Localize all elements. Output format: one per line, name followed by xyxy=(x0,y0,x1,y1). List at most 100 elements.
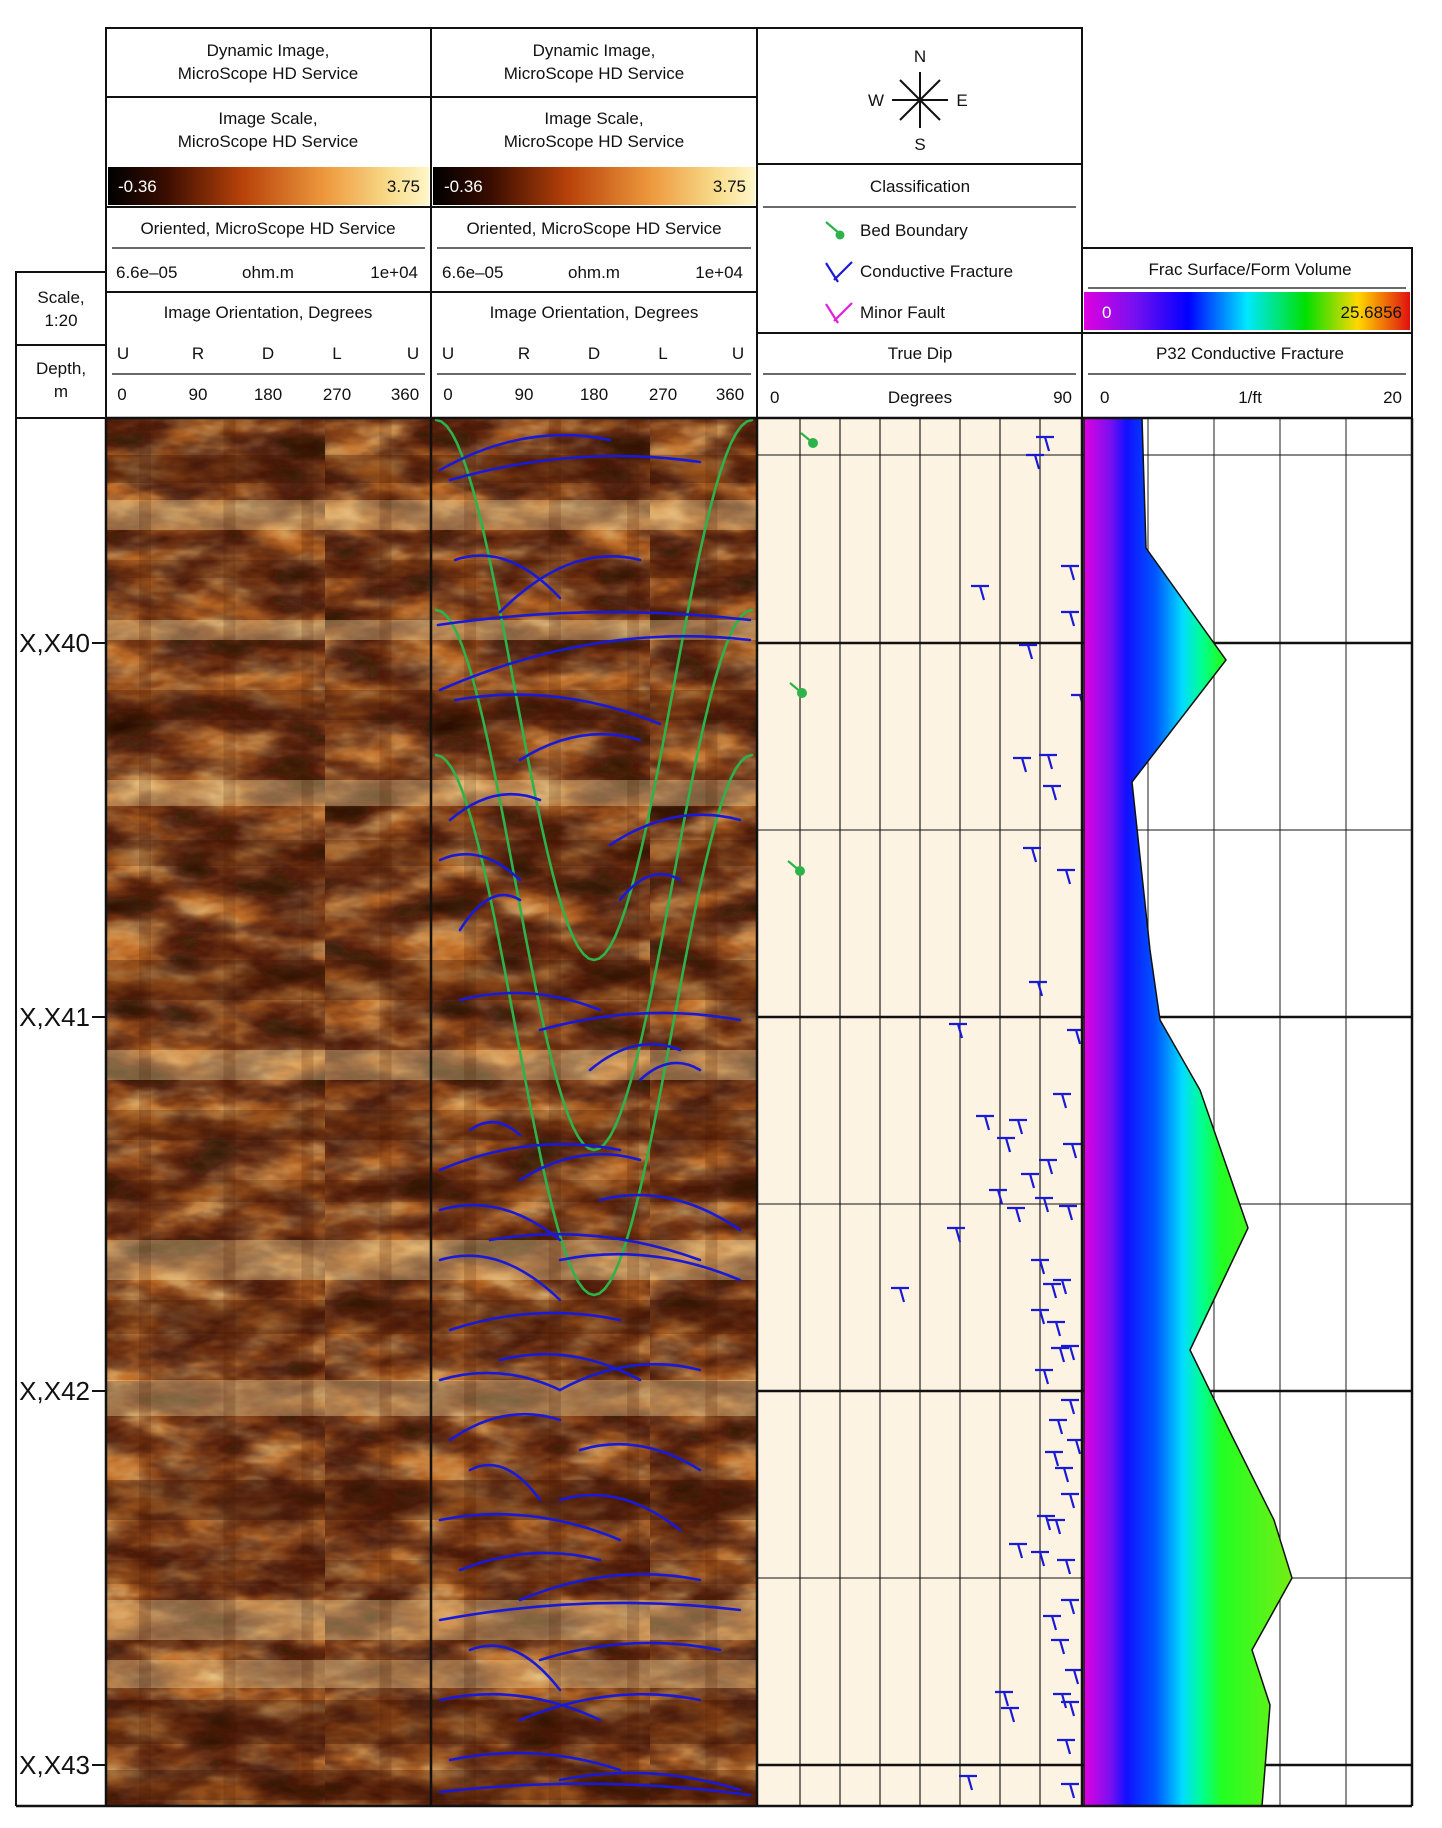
res-unit: ohm.m xyxy=(242,263,294,282)
conductive-fracture-tadpole xyxy=(1043,1282,1061,1299)
header-thin-lines xyxy=(112,206,1406,375)
tadpole-tail xyxy=(1046,754,1054,770)
res-min: 6.6e–05 xyxy=(116,263,177,282)
compass-w: W xyxy=(868,91,884,110)
depth-label-x42: X,X42 xyxy=(19,1376,90,1406)
tadpole-tail xyxy=(1068,1493,1076,1509)
conductive-fracture-tadpole xyxy=(1021,1172,1039,1189)
conductive-fracture-tadpole xyxy=(1036,435,1054,452)
legend-label: Minor Fault xyxy=(860,303,945,322)
tadpole-tail xyxy=(1068,1399,1076,1415)
orientation-title: Image Orientation, Degrees xyxy=(490,303,699,322)
dip-grid xyxy=(757,418,1082,1806)
conductive-fracture-tadpole xyxy=(1035,1196,1053,1213)
tadpole-tail xyxy=(1028,1173,1036,1189)
res-max: 1e+04 xyxy=(695,263,743,282)
tadpole-head xyxy=(808,438,818,448)
tadpole-head xyxy=(795,866,805,876)
tadpole-tail xyxy=(1026,644,1034,660)
tadpole-tail xyxy=(1014,1207,1022,1223)
scale-label: Scale, xyxy=(37,288,84,307)
compass-rose-icon: N S W E xyxy=(868,47,968,154)
tadpole-tail xyxy=(1060,1279,1068,1295)
tadpole-tail xyxy=(1042,1197,1050,1213)
compass-e: E xyxy=(956,91,967,110)
tadpole-tail xyxy=(1038,1551,1046,1567)
p32-track-header: Frac Surface/Form Volume 0 25.6856 P32 C… xyxy=(1084,260,1410,407)
image-band xyxy=(431,960,757,1000)
pad-gap-stripe xyxy=(301,418,314,1806)
tadpole-tail xyxy=(1042,1369,1050,1385)
p32-scale-max: 25.6856 xyxy=(1341,303,1402,322)
fracture-trace xyxy=(518,1152,642,1182)
image-bright-band xyxy=(431,1240,757,1280)
tadpole-tail xyxy=(954,1227,962,1243)
depth-unit: m xyxy=(54,382,68,401)
tadpole-tail xyxy=(1016,1543,1024,1559)
fracture-trace xyxy=(468,1644,562,1692)
tadpole-tail xyxy=(1054,1519,1062,1535)
image-track-header-1: Dynamic Image, MicroScope HD Service Ima… xyxy=(108,41,429,404)
color-scale-bar xyxy=(433,167,755,205)
p32-track xyxy=(1082,417,1412,1807)
depth-label-x40: X,X40 xyxy=(19,628,90,658)
fracture-trace xyxy=(458,991,602,1012)
depth-track-header: Scale, 1:20 Depth, m xyxy=(36,288,86,401)
conductive-fracture-tadpole xyxy=(1051,1638,1069,1655)
fracture-trace xyxy=(438,1142,622,1172)
depth-axis: X,X40 X,X41 X,X42 X,X43 xyxy=(19,625,106,1781)
tadpole-tail xyxy=(996,1189,1004,1205)
tadpole-tail xyxy=(1044,1515,1052,1531)
tadpole-tail xyxy=(1072,1669,1080,1685)
image-band xyxy=(106,455,431,483)
tadpole-tail xyxy=(1064,1739,1072,1755)
fracture-trace xyxy=(438,1203,562,1242)
tadpole-tail xyxy=(983,1115,991,1131)
fracture-trace xyxy=(436,610,752,627)
image-bright-band xyxy=(106,500,431,530)
fracture-trace xyxy=(518,732,642,762)
tadpole-tail xyxy=(956,1023,964,1039)
conductive-fracture-tadpole xyxy=(1013,756,1031,773)
dip-tadpoles xyxy=(787,432,1089,1799)
conductive-fracture-tadpole xyxy=(995,1690,1013,1707)
orientation-value-0: 0 xyxy=(443,385,452,404)
conductive-fracture-tadpole xyxy=(1053,1278,1071,1295)
scale-title-line2: MicroScope HD Service xyxy=(504,132,684,151)
resistivity-image-2 xyxy=(431,418,757,1806)
res-unit: ohm.m xyxy=(568,263,620,282)
fracture-trace xyxy=(438,634,752,692)
fracture-trace xyxy=(618,872,682,902)
track-borders xyxy=(16,416,1414,1808)
conductive-fracture-tadpole xyxy=(947,1226,965,1243)
image-band xyxy=(106,1560,431,1584)
tadpole-tail xyxy=(1046,1159,1054,1175)
orientation-value-270: 270 xyxy=(323,385,351,404)
image-band xyxy=(431,1560,757,1584)
conductive-fracture-tadpole xyxy=(1001,1706,1019,1723)
fracture-trace xyxy=(578,1442,702,1472)
conductive-fracture-tadpole xyxy=(1007,1206,1025,1223)
depth-label-x43: X,X43 xyxy=(19,1750,90,1780)
tadpole-tail xyxy=(978,585,986,601)
bed-boundary-tadpole xyxy=(800,432,818,448)
fracture-trace xyxy=(448,793,542,822)
conductive-fracture-tadpole xyxy=(1049,1418,1067,1435)
oriented-label: Oriented, MicroScope HD Service xyxy=(466,219,721,238)
fracture-trace xyxy=(448,1311,622,1332)
orientation-value-360: 360 xyxy=(716,385,744,404)
orientation-letter-l: L xyxy=(658,344,667,363)
image-band xyxy=(106,1700,431,1744)
fracture-trace xyxy=(448,454,702,482)
image-track-header-2: Dynamic Image, MicroScope HD Service Ima… xyxy=(433,41,755,404)
pad-gap-stripe xyxy=(627,418,640,1806)
tadpole-tail xyxy=(1016,1119,1024,1135)
legend-minor-fault: Minor Fault xyxy=(825,302,945,324)
fracture-trace xyxy=(453,554,562,600)
tadpole-tail xyxy=(1056,1419,1064,1435)
p32-scale-min: 0 xyxy=(1102,303,1111,322)
track-title-line1: Dynamic Image, xyxy=(533,41,656,60)
conductive-fracture-tadpole xyxy=(1047,1518,1065,1535)
orientation-letter-d: D xyxy=(588,344,600,363)
classification-title: Classification xyxy=(870,177,970,196)
